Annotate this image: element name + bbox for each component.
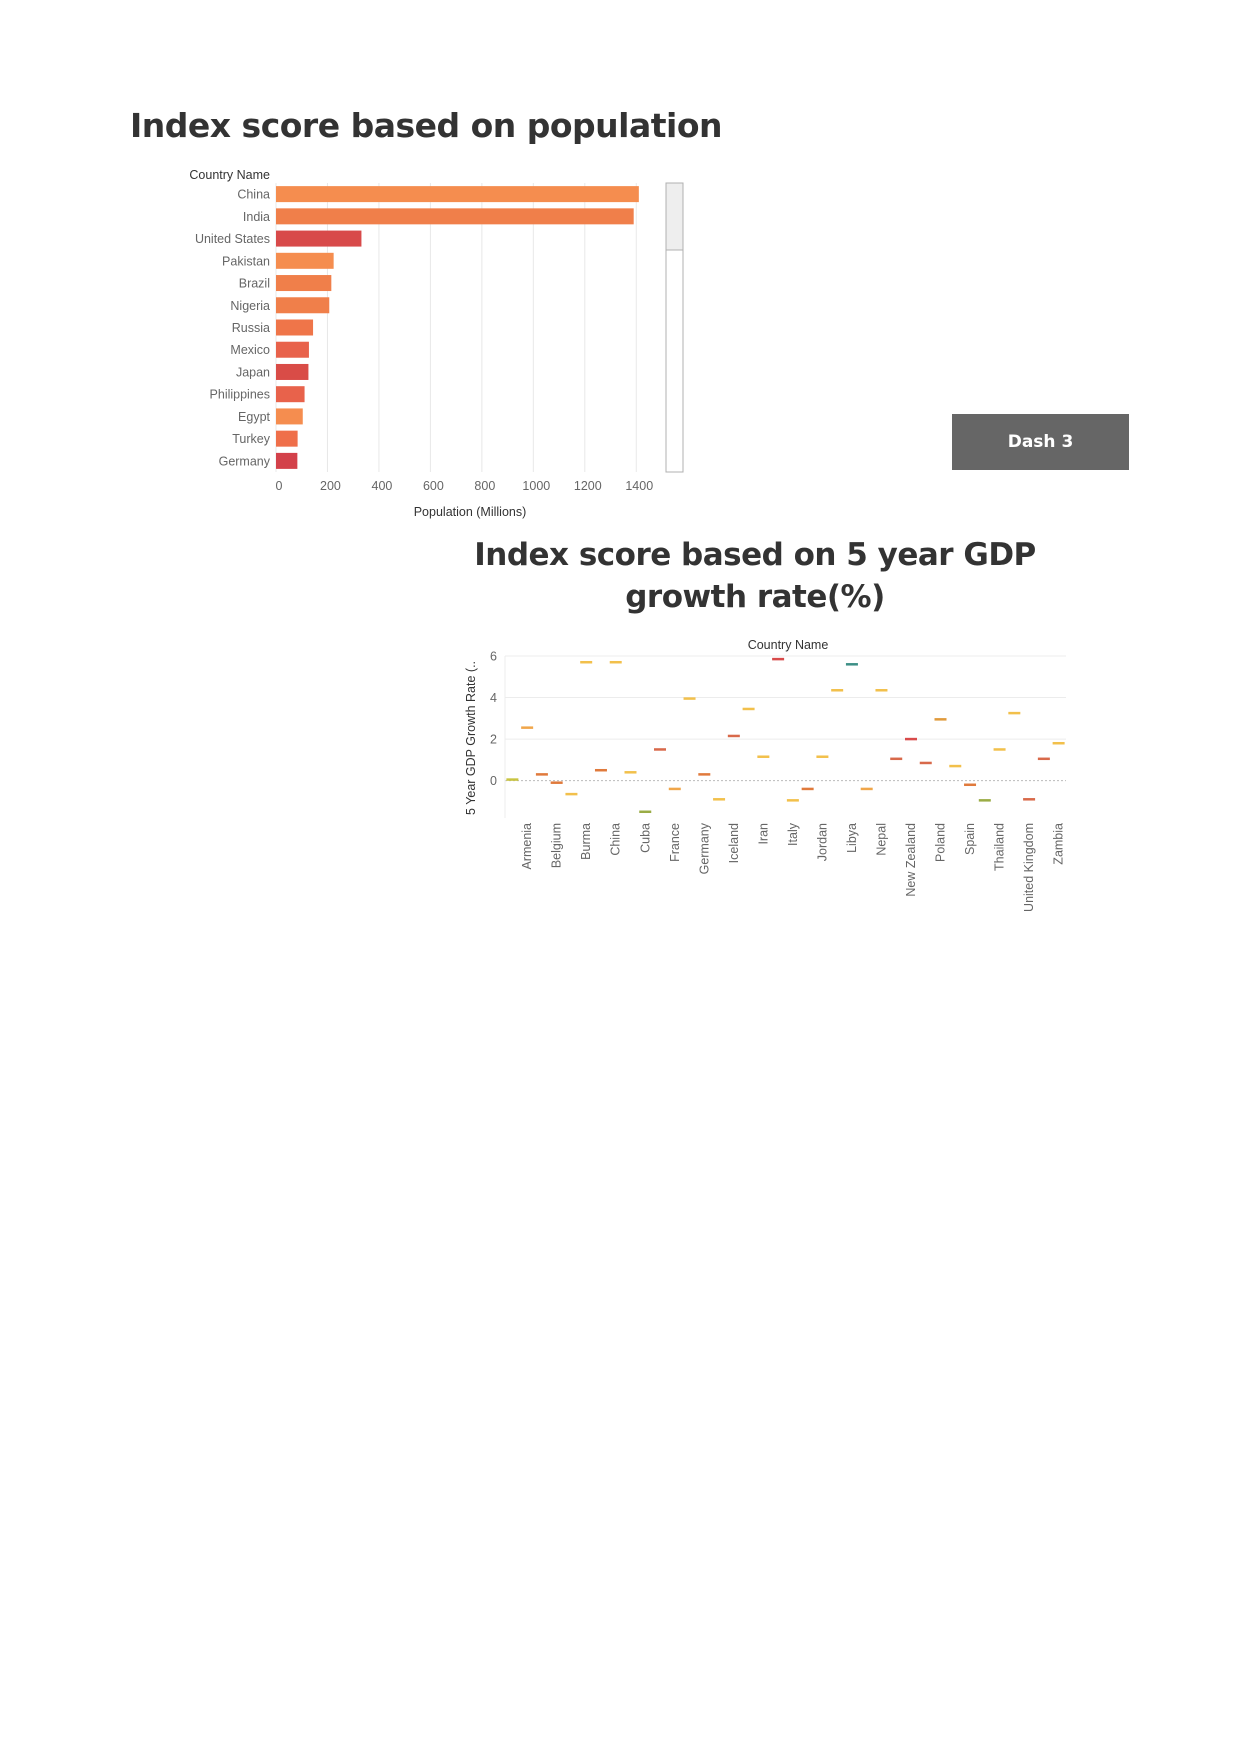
bar bbox=[276, 208, 634, 225]
dash-marks bbox=[506, 657, 1065, 814]
x-category-label: Italy bbox=[786, 822, 800, 846]
bar bbox=[276, 430, 298, 447]
gdp-growth-chart: Country Name 0 2 4 6 5 Year GDP Growth Rate… bbox=[464, 638, 1066, 912]
category-label: United States bbox=[195, 232, 270, 246]
category-label: Pakistan bbox=[222, 254, 270, 268]
x-tick-labels: 0 200 400 600 800 1000 1200 1400 bbox=[276, 479, 654, 493]
x-category-label: Libya bbox=[845, 823, 859, 853]
x-tick-label: 600 bbox=[423, 479, 444, 493]
x-category-labels: Armenia Belgium Burma China Cuba France German… bbox=[520, 822, 1065, 912]
category-label: Nigeria bbox=[230, 299, 270, 313]
category-label: Russia bbox=[232, 321, 270, 335]
x-category-label: United Kingdom bbox=[1022, 823, 1036, 912]
category-label: Egypt bbox=[238, 410, 270, 424]
category-label: China bbox=[237, 188, 270, 202]
x-category-label: Cuba bbox=[638, 823, 652, 853]
population-chart-title: Index score based on population bbox=[130, 106, 723, 145]
y-tick-label: 6 bbox=[490, 650, 497, 664]
scrollbar[interactable] bbox=[665, 182, 684, 473]
bar bbox=[276, 252, 334, 269]
bar bbox=[276, 408, 303, 425]
y-tick-label: 0 bbox=[490, 774, 497, 788]
x-category-label: Germany bbox=[697, 822, 711, 874]
y-tick-label: 4 bbox=[490, 691, 497, 705]
category-label: Brazil bbox=[239, 277, 270, 291]
x-category-label: Iran bbox=[756, 823, 770, 845]
gdp-chart-title: Index score based on 5 year GDP growth r… bbox=[474, 537, 1036, 615]
population-bar-chart: Country Name China India United States Paki… bbox=[189, 168, 684, 519]
x-category-label: Thailand bbox=[993, 823, 1007, 871]
x-tick-label: 0 bbox=[276, 479, 283, 493]
x-axis-title: Population (Millions) bbox=[414, 505, 527, 519]
bar bbox=[276, 186, 639, 203]
y-tick-labels: 0 2 4 6 bbox=[490, 650, 497, 789]
column-header: Country Name bbox=[748, 638, 829, 652]
x-category-label: Nepal bbox=[874, 823, 888, 856]
x-category-label: Iceland bbox=[727, 823, 741, 863]
category-labels: China India United States Pakistan Brazil Nig… bbox=[195, 188, 271, 469]
x-category-label: Jordan bbox=[815, 823, 829, 861]
category-label: Mexico bbox=[230, 343, 270, 357]
x-tick-label: 1000 bbox=[522, 479, 550, 493]
x-category-label: New Zealand bbox=[904, 823, 918, 897]
category-label: India bbox=[243, 210, 270, 224]
category-label: Japan bbox=[236, 365, 270, 379]
x-tick-label: 400 bbox=[372, 479, 393, 493]
x-category-label: Zambia bbox=[1052, 823, 1066, 865]
y-tick-label: 2 bbox=[490, 733, 497, 747]
bars bbox=[276, 186, 639, 469]
category-label: Philippines bbox=[210, 388, 270, 402]
dash-3-button[interactable]: Dash 3 bbox=[952, 414, 1129, 470]
bar bbox=[276, 452, 298, 469]
y-axis-title: 5 Year GDP Growth Rate (.. bbox=[464, 661, 478, 815]
scrollbar-thumb[interactable] bbox=[665, 182, 684, 251]
x-category-label: Spain bbox=[963, 823, 977, 855]
x-tick-label: 800 bbox=[474, 479, 495, 493]
category-label: Turkey bbox=[232, 432, 270, 446]
x-category-label: China bbox=[609, 823, 623, 856]
bar bbox=[276, 230, 362, 247]
x-category-label: Burma bbox=[579, 823, 593, 860]
x-category-label: France bbox=[668, 823, 682, 862]
bar bbox=[276, 341, 309, 358]
y-gridlines bbox=[504, 655, 1066, 818]
x-category-label: Poland bbox=[934, 823, 948, 862]
x-tick-label: 200 bbox=[320, 479, 341, 493]
x-tick-label: 1400 bbox=[625, 479, 653, 493]
bar bbox=[276, 319, 314, 336]
x-tick-label: 1200 bbox=[574, 479, 602, 493]
bar bbox=[276, 386, 305, 403]
bar bbox=[276, 275, 332, 292]
bar bbox=[276, 297, 330, 314]
x-category-label: Armenia bbox=[520, 823, 534, 870]
row-header: Country Name bbox=[189, 168, 270, 182]
x-category-label: Belgium bbox=[550, 823, 564, 868]
category-label: Germany bbox=[219, 454, 271, 468]
bar bbox=[276, 363, 309, 380]
